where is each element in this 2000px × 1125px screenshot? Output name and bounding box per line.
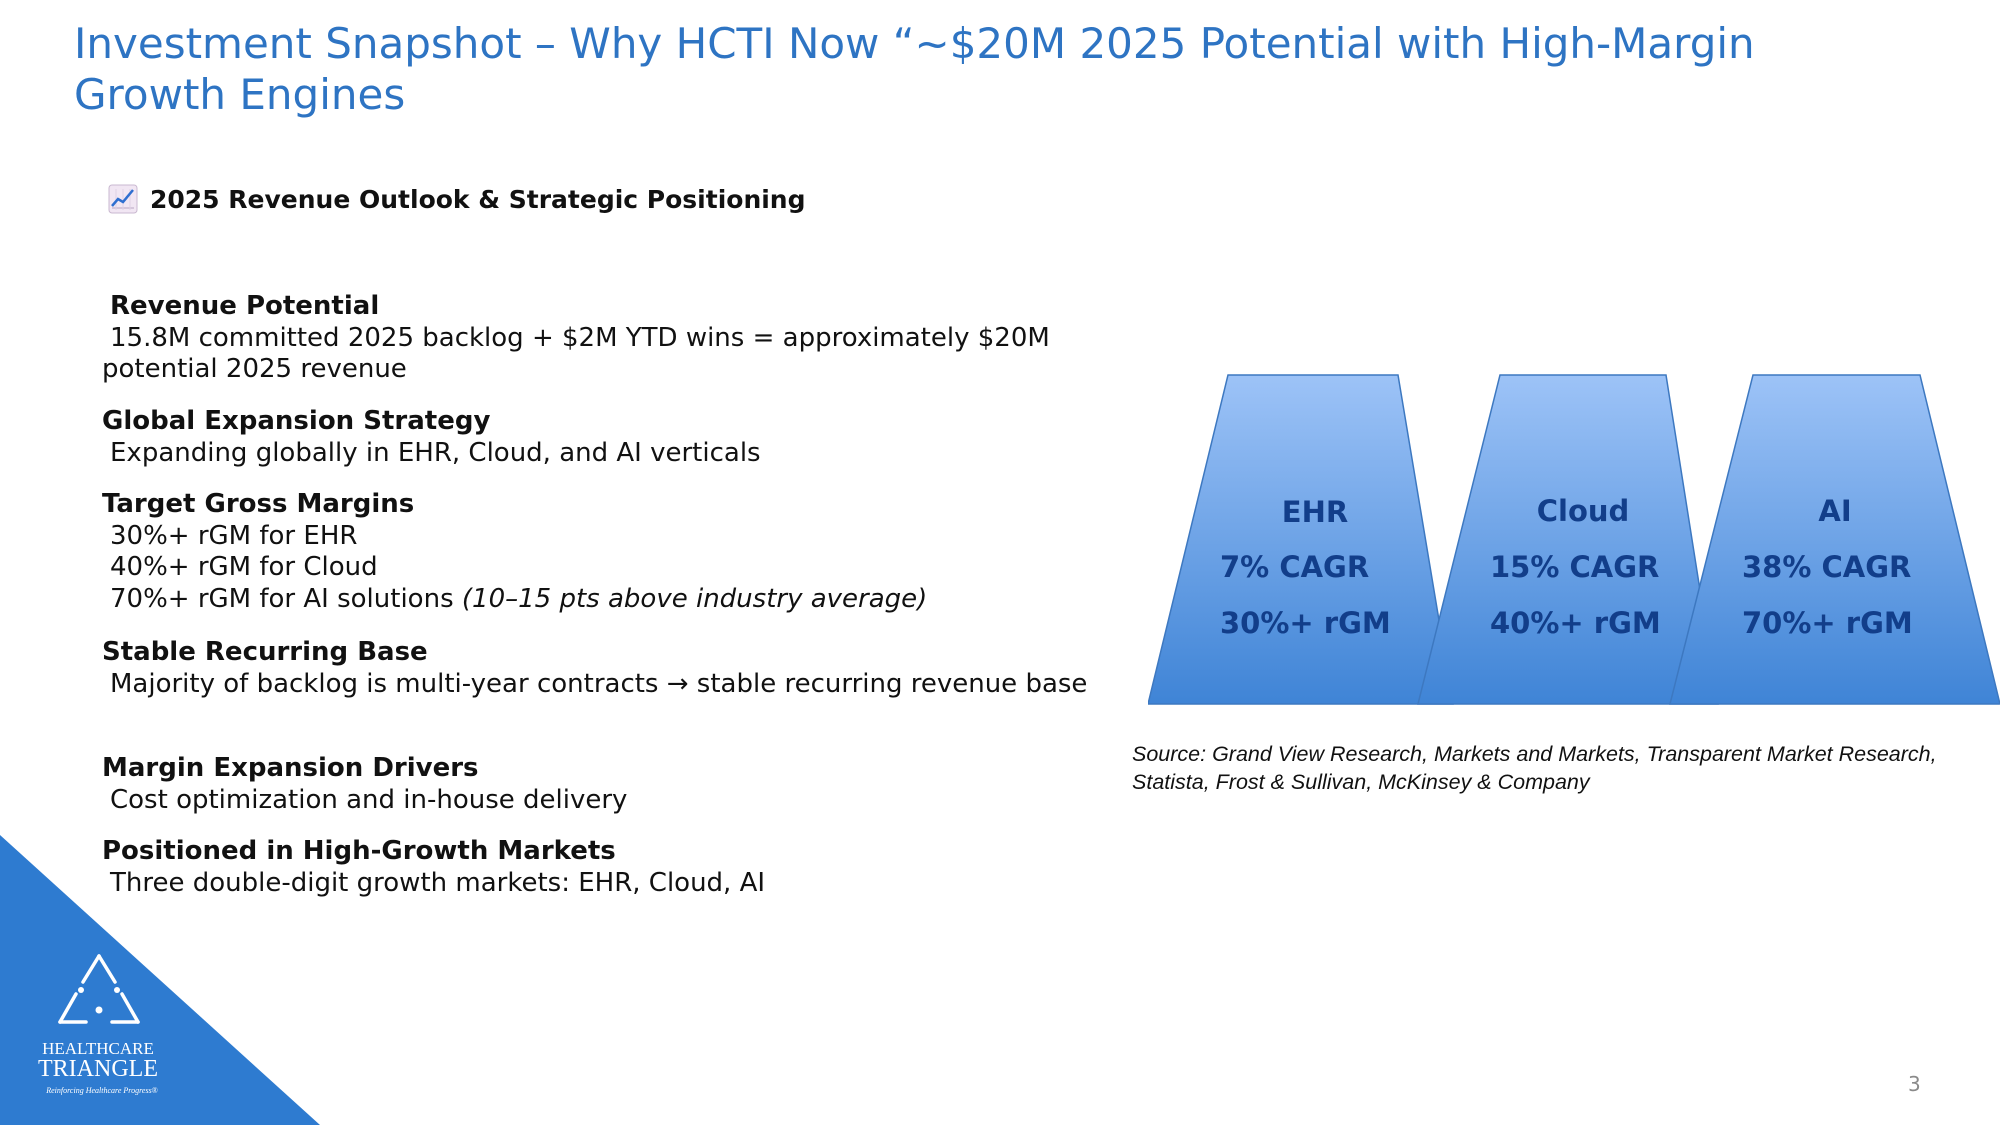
chart-increasing-icon (108, 184, 138, 214)
growth-engines-shapes (1148, 374, 2000, 705)
margin-ai-text: 70%+ rGM for AI solutions (110, 583, 462, 614)
section-global-expansion: Global Expansion Strategy Expanding glob… (102, 406, 1112, 469)
engine-ai-cagr: 38% CAGR (1742, 550, 1912, 584)
engine-cloud-cagr: 15% CAGR (1490, 550, 1660, 584)
section-body: Expanding globally in EHR, Cloud, and AI… (110, 437, 761, 468)
section-revenue-potential: Revenue Potential 15.8M committed 2025 b… (102, 291, 1112, 386)
section-body: Three double-digit growth markets: EHR, … (110, 867, 766, 898)
section-heading: Revenue Potential (110, 291, 380, 321)
engine-ehr-label: EHR (1281, 495, 1349, 529)
section-heading: Margin Expansion Drivers (102, 753, 479, 783)
engine-cloud-label: Cloud (1536, 494, 1630, 528)
logo-line1: HEALTHCARE (42, 1039, 154, 1058)
logo-tagline: Reinforcing Healthcare Progress® (46, 1086, 158, 1095)
section-target-margins: Target Gross Margins 30%+ rGM for EHR 40… (102, 489, 1112, 615)
source-citation: Source: Grand View Research, Markets and… (1132, 742, 1937, 794)
logo-wordmark: HEALTHCARE TRIANGLE (38, 1040, 158, 1081)
section-heading: Global Expansion Strategy (102, 406, 491, 436)
section-body: Majority of backlog is multi-year contra… (110, 668, 1088, 699)
section-heading: Positioned in High-Growth Markets (102, 836, 616, 866)
engine-cloud-shape (1417, 374, 1719, 705)
page-number: 3 (1908, 1072, 1921, 1096)
corner-brand-triangle (0, 835, 320, 1125)
logo-line2: TRIANGLE (38, 1056, 158, 1082)
section-heading: Target Gross Margins (102, 489, 415, 519)
engine-cloud-rgm: 40%+ rGM (1490, 606, 1661, 640)
engine-ehr-cagr: 7% CAGR (1220, 550, 1370, 584)
engine-ai-rgm: 70%+ rGM (1742, 606, 1913, 640)
engine-ehr-shape (1148, 374, 1454, 705)
section-body: Cost optimization and in-house delivery (110, 784, 628, 815)
engine-ai-label: AI (1818, 494, 1852, 528)
subtitle-text: 2025 Revenue Outlook & Strategic Positio… (150, 184, 806, 214)
margin-ai: 70%+ rGM for AI solutions (10–15 pts abo… (102, 584, 1112, 616)
section-heading: Stable Recurring Base (102, 637, 428, 667)
engine-ai-shape (1669, 374, 2000, 705)
slide-title: Investment Snapshot – Why HCTI Now “~$20… (74, 19, 1755, 119)
margin-cloud: 40%+ rGM for Cloud (110, 552, 378, 582)
section-margin-drivers: Margin Expansion Drivers Cost optimizati… (102, 753, 1112, 816)
growth-engines-diagram: EHR 7% CAGR 30%+ rGM Cloud 15% CAGR 40%+… (1148, 370, 2000, 710)
section-high-growth-markets: Positioned in High-Growth Markets Three … (102, 836, 1112, 899)
section-recurring-base: Stable Recurring Base Majority of backlo… (102, 637, 1112, 700)
healthcare-triangle-logo-icon (58, 954, 140, 1024)
section-body: 15.8M committed 2025 backlog + $2M YTD w… (102, 322, 1050, 385)
margin-ai-note: (10–15 pts above industry average) (461, 583, 928, 614)
engine-ehr-rgm: 30%+ rGM (1220, 606, 1391, 640)
section-subtitle: 2025 Revenue Outlook & Strategic Positio… (108, 184, 806, 214)
margin-ehr: 30%+ rGM for EHR (110, 520, 358, 551)
